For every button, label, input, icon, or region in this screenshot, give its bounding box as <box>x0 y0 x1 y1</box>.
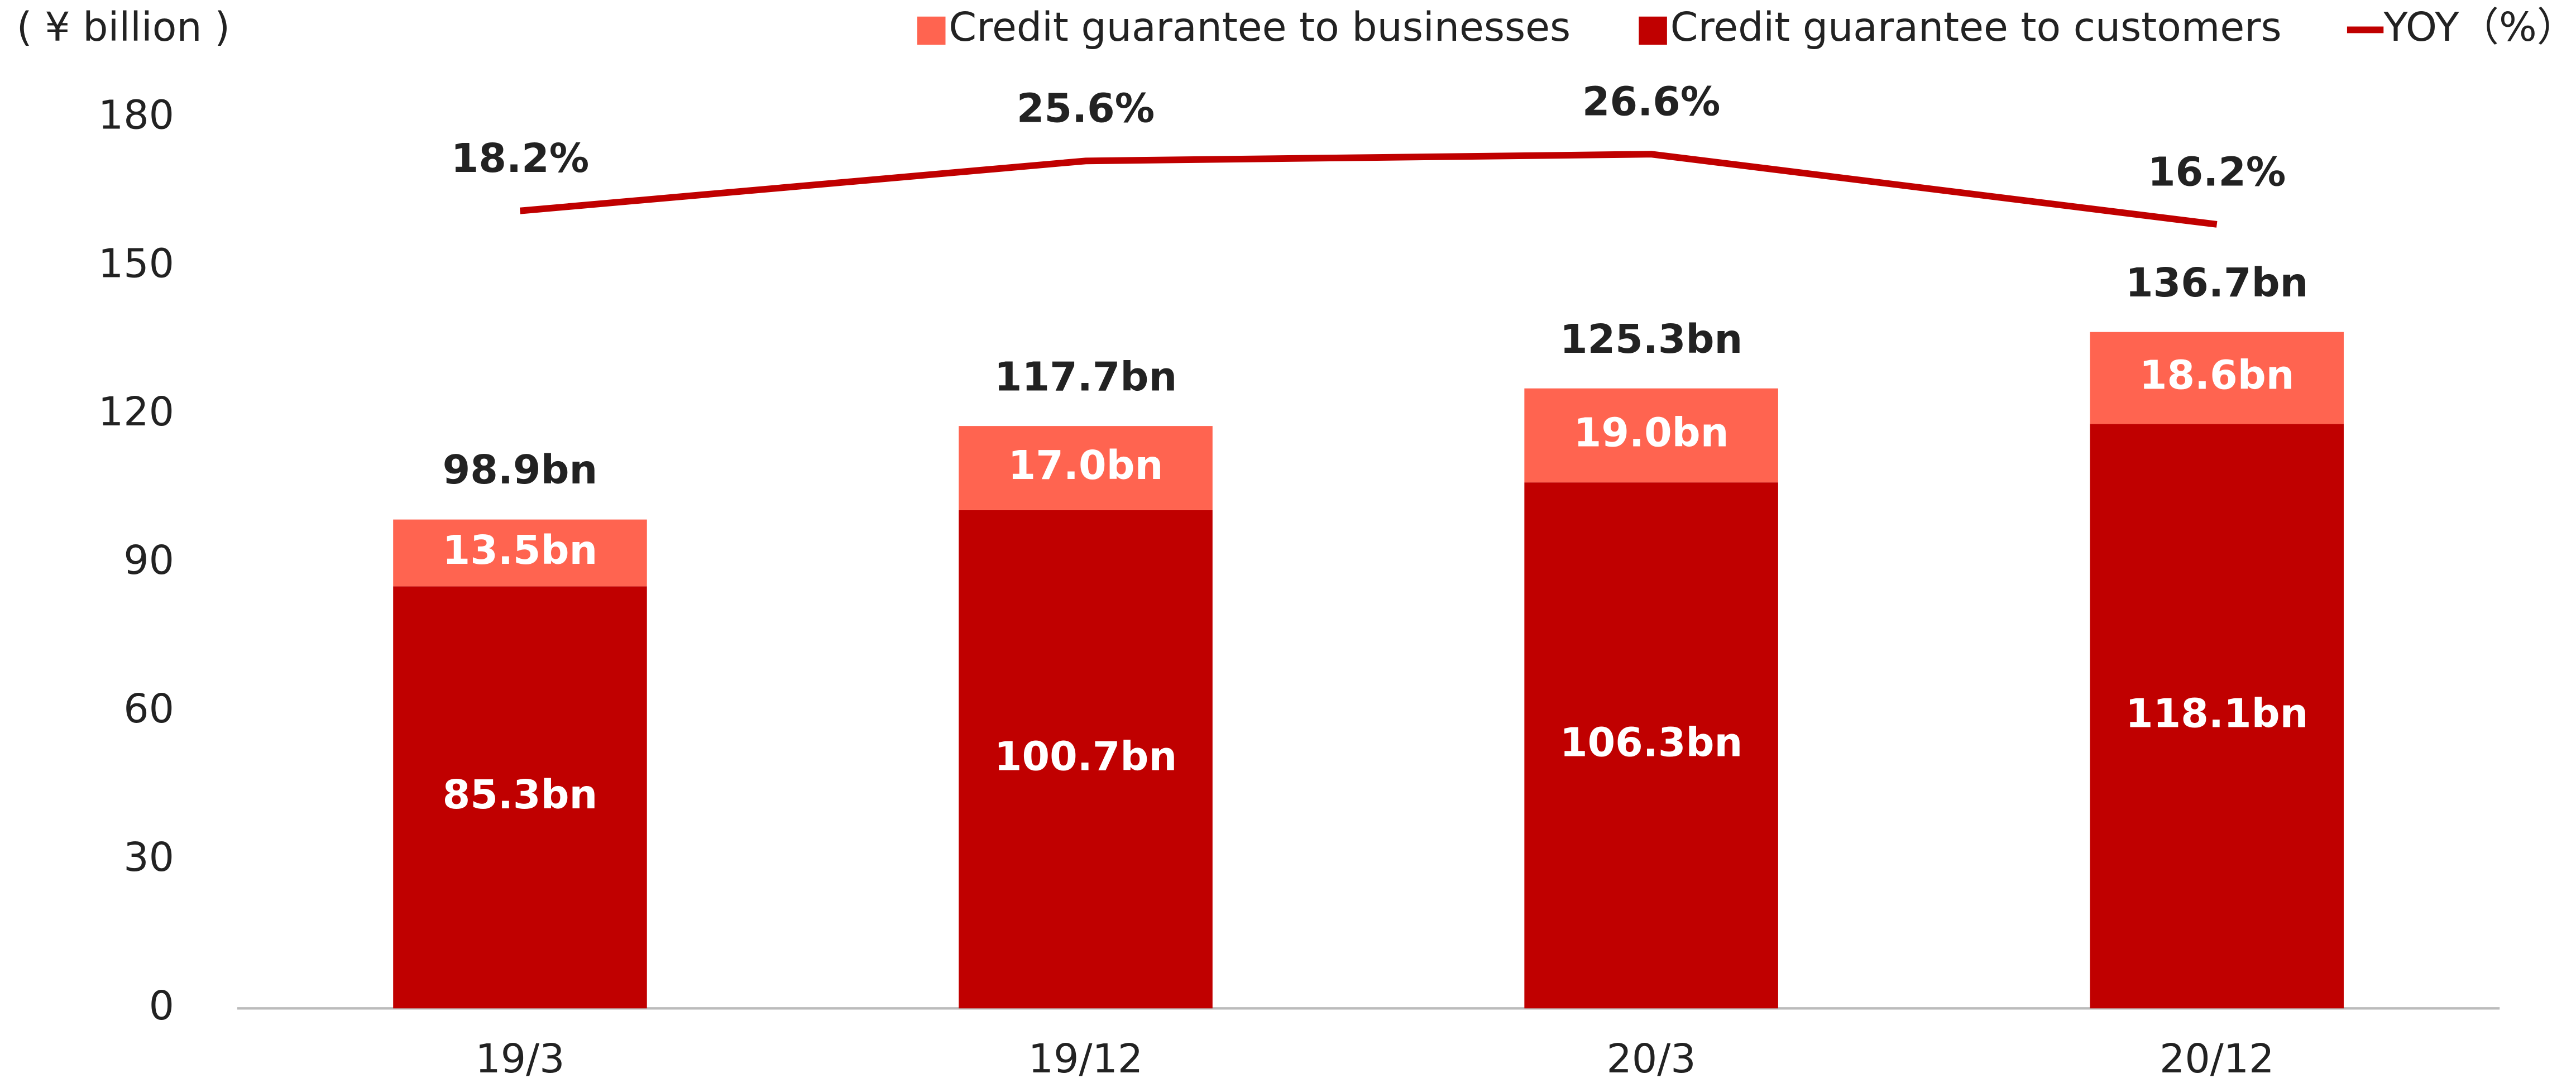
y-tick-label: 120 <box>98 389 174 435</box>
legend-label: YOY（%） <box>2383 4 2576 50</box>
bar-segment <box>959 426 1213 510</box>
total-label: 98.9bn <box>443 447 598 493</box>
line-label: 25.6% <box>1017 85 1155 132</box>
bar-segment <box>959 510 1213 1009</box>
total-label: 136.7bn <box>2125 260 2308 306</box>
legend-swatch <box>1639 16 1667 45</box>
y-tick-label: 90 <box>123 537 174 583</box>
bar-label: 106.3bn <box>1560 720 1742 766</box>
bar-segment <box>1524 388 1778 483</box>
x-tick-label: 20/3 <box>1607 1036 1696 1082</box>
legend-swatch <box>917 16 946 45</box>
y-tick-label: 60 <box>123 686 174 732</box>
legend-label: Credit guarantee to businesses <box>949 4 1571 50</box>
y-tick-label: 0 <box>149 983 174 1029</box>
total-label: 117.7bn <box>994 353 1177 400</box>
line-label: 18.2% <box>451 135 589 181</box>
bar-segment <box>2090 424 2344 1009</box>
x-tick-label: 20/12 <box>2160 1036 2274 1082</box>
yoy-line <box>519 151 2218 228</box>
bar-label: 19.0bn <box>1574 409 1729 456</box>
bar-segment <box>2090 332 2344 424</box>
line-label: 26.6% <box>1582 79 1720 125</box>
line-label: 16.2% <box>2148 148 2286 195</box>
bar-label: 17.0bn <box>1008 442 1163 488</box>
total-label: 125.3bn <box>1560 316 1742 362</box>
bar-label: 18.6bn <box>2139 352 2295 399</box>
y-tick-label: 150 <box>98 240 174 286</box>
x-tick-label: 19/3 <box>475 1036 564 1082</box>
bar-label: 118.1bn <box>2125 690 2308 736</box>
x-tick-label: 19/12 <box>1028 1036 1143 1082</box>
bar-segment <box>393 519 647 587</box>
legend-label: Credit guarantee to customers <box>1670 4 2282 50</box>
bar-segment <box>393 586 647 1009</box>
y-axis-label: ( ¥ billion ) <box>17 4 230 50</box>
bar-segment <box>1524 482 1778 1009</box>
bar-label: 85.3bn <box>443 771 598 818</box>
y-tick-label: 30 <box>123 834 174 880</box>
y-tick-label: 180 <box>98 92 174 138</box>
bar-label: 13.5bn <box>443 527 598 573</box>
bar-label: 100.7bn <box>994 734 1177 780</box>
